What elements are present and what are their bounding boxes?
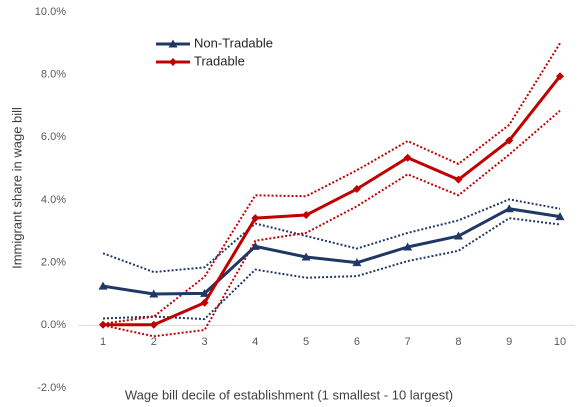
x-tick-label: 6 [354,336,360,348]
y-tick-label: 0.0% [41,319,66,331]
marker [200,288,210,297]
x-tick-label: 9 [506,336,512,348]
marker [352,185,361,194]
legend-label: Tradable [194,53,245,68]
marker [301,252,311,261]
band-line [102,198,561,274]
marker [454,175,463,184]
y-tick-label: 6.0% [41,131,66,143]
series-line [102,207,561,296]
x-tick-label: 7 [405,336,411,348]
band-line [102,217,561,321]
marker [505,136,514,145]
x-tick-label: 4 [252,336,258,348]
x-tick-label: 10 [554,336,566,348]
y-tick-label: 4.0% [41,194,66,206]
x-tick-label: 1 [100,336,106,348]
y-tick-label: 8.0% [41,69,66,81]
y-tick-label: 2.0% [41,257,66,269]
band-line [102,109,561,338]
marker [99,320,107,329]
marker [453,231,463,240]
marker [302,211,311,220]
x-tick-label: 8 [455,336,461,348]
x-tick-label: 2 [151,336,157,348]
x-axis-title: Wage bill decile of establishment (1 sma… [125,387,453,402]
marker [504,204,514,213]
marker [403,242,413,251]
marker [98,281,108,290]
y-tick-label: -2.0% [37,382,66,394]
marker [555,212,565,221]
marker [200,298,209,307]
legend-marker [168,39,178,48]
y-tick-label: 10.0% [35,6,66,18]
series-line [103,75,562,327]
x-tick-label: 3 [201,336,207,348]
marker [403,153,412,162]
marker [149,289,159,298]
marker [251,214,260,223]
marker [250,241,260,250]
x-tick-label: 5 [303,336,309,348]
legend-label: Non-Tradable [194,35,273,50]
marker [352,258,362,267]
band-line [102,42,561,325]
legend-marker [169,58,177,66]
marker [556,72,564,81]
marker [149,320,158,329]
y-axis-title: Immigrant share in wage bill [9,107,24,269]
